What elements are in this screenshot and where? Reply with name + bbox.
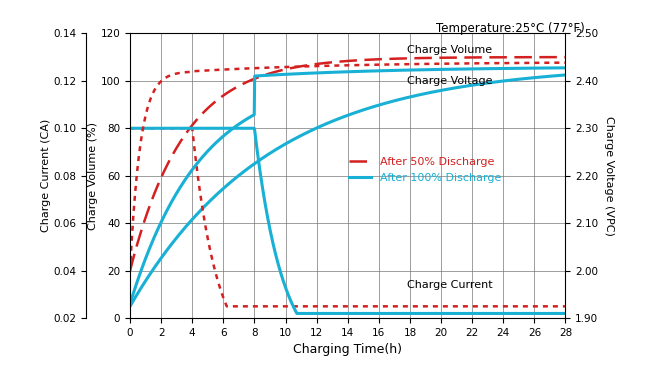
Y-axis label: Charge Voltage (VPC): Charge Voltage (VPC) (604, 116, 614, 236)
Text: Temperature:25°C (77°F): Temperature:25°C (77°F) (436, 22, 585, 35)
Text: Charge Volume: Charge Volume (407, 45, 492, 55)
Text: Charge Current: Charge Current (407, 280, 493, 290)
Y-axis label: Charge Current (CA): Charge Current (CA) (41, 119, 51, 232)
Legend: After 50% Discharge, After 100% Discharge: After 50% Discharge, After 100% Discharg… (344, 153, 506, 187)
Y-axis label: Charge Volume (%): Charge Volume (%) (88, 122, 97, 230)
Text: Charge Voltage: Charge Voltage (407, 76, 492, 86)
X-axis label: Charging Time(h): Charging Time(h) (293, 343, 402, 356)
